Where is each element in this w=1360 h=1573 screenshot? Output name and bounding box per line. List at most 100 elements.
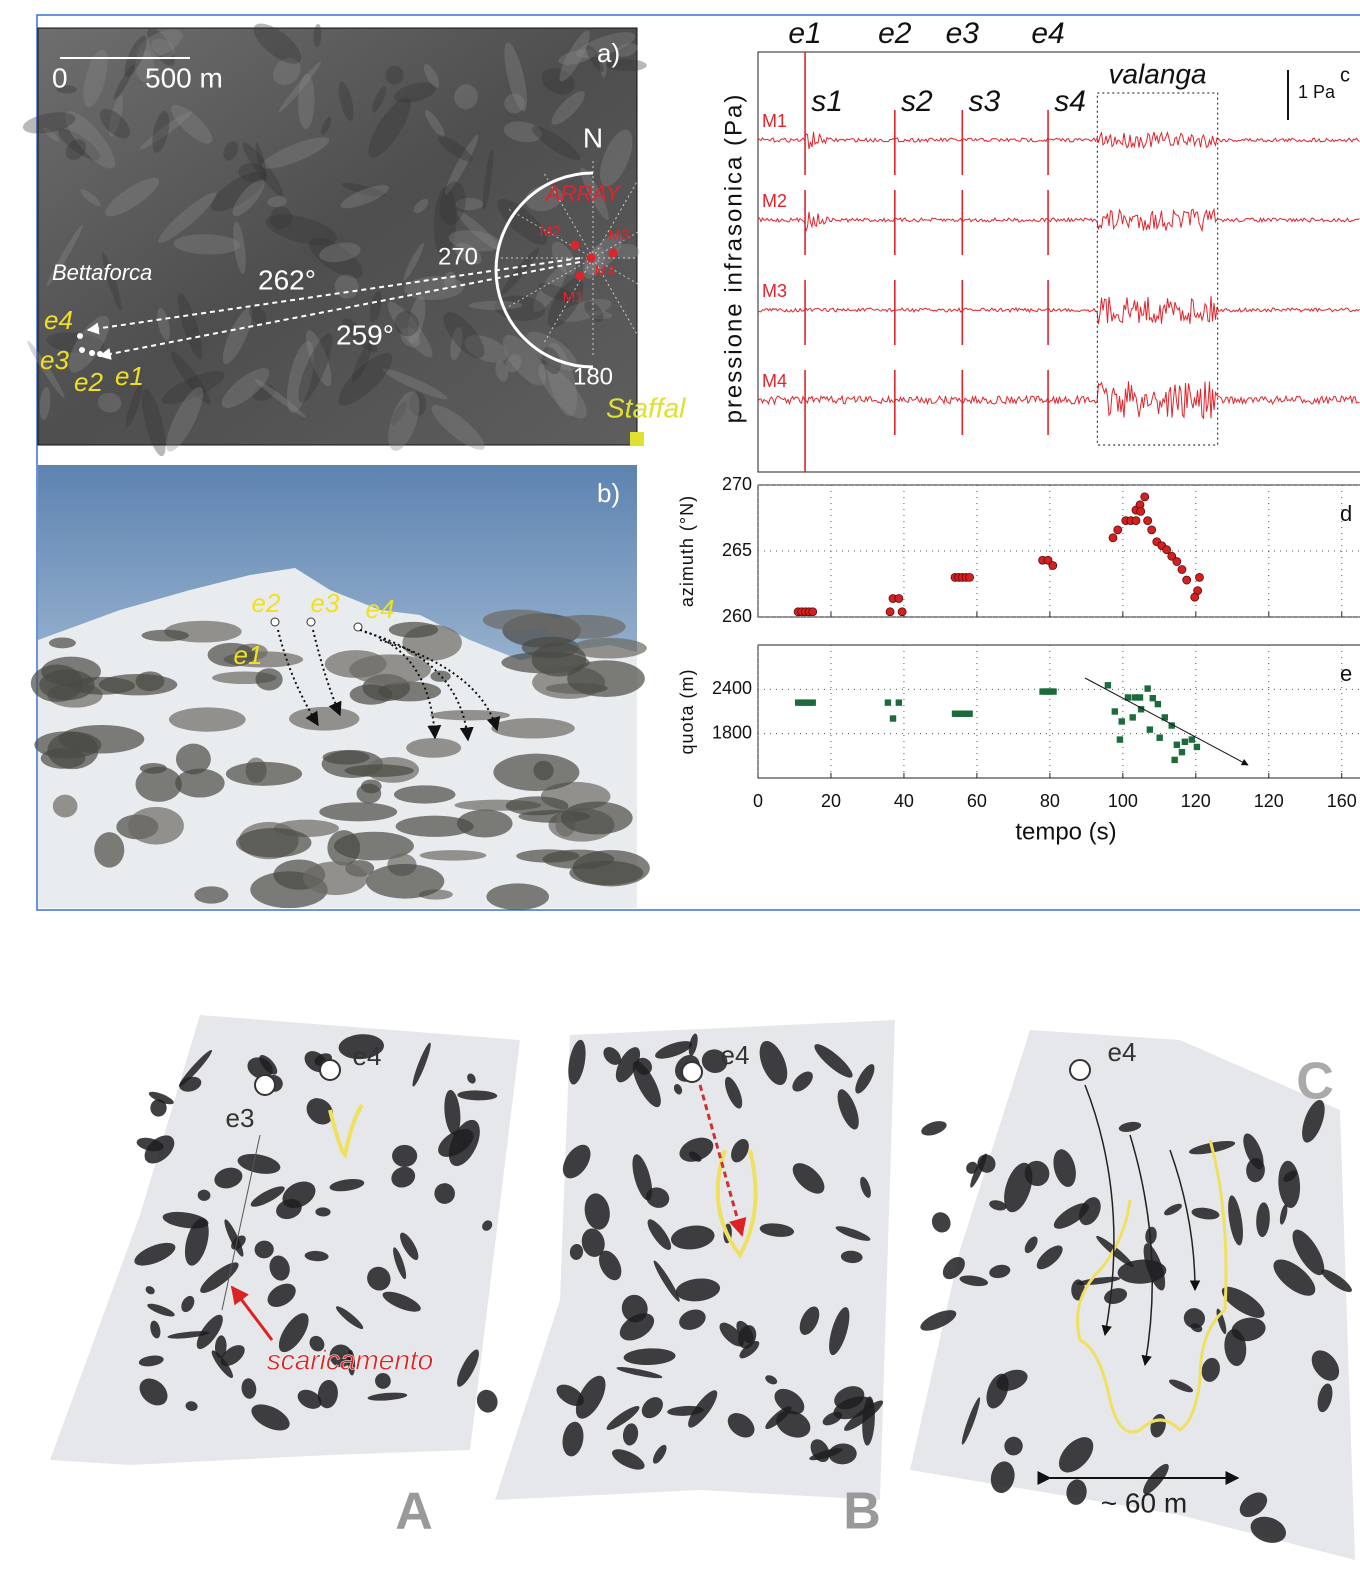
point (1173, 741, 1181, 748)
terrain (444, 134, 479, 195)
terrain (56, 85, 78, 94)
rock (138, 1355, 164, 1367)
rock (792, 1163, 825, 1194)
x-tick-label: 20 (821, 791, 841, 811)
rock (731, 1138, 749, 1163)
terrain (546, 342, 578, 417)
point (889, 715, 897, 722)
rock (392, 1144, 418, 1167)
rock (388, 621, 439, 638)
rock (220, 1345, 245, 1367)
rock (255, 668, 283, 691)
event-label: e1 (788, 17, 821, 50)
rock (673, 1084, 683, 1095)
point (1136, 694, 1144, 701)
point (1131, 694, 1139, 701)
rock (430, 710, 510, 721)
terrain (46, 224, 83, 287)
rock (568, 1039, 586, 1085)
label: e1 (234, 640, 263, 670)
sensor (608, 248, 618, 258)
trace (757, 381, 1360, 419)
rock (860, 1176, 871, 1198)
event-site (681, 1061, 703, 1083)
terrain (65, 111, 116, 169)
trace (757, 296, 1360, 324)
rock (1145, 1226, 1157, 1245)
rock (329, 1178, 365, 1192)
x-tick-label: 120 (1254, 791, 1284, 811)
x-tick-label: 40 (894, 791, 914, 811)
rock (942, 1256, 965, 1280)
rock (616, 1367, 663, 1379)
terrain (140, 111, 193, 150)
terrain (582, 245, 605, 279)
terrain (599, 50, 607, 78)
rock (148, 1091, 174, 1105)
rock (335, 1306, 364, 1330)
rock (612, 1449, 645, 1470)
point (1178, 748, 1186, 756)
rock (989, 1264, 1011, 1279)
terrain (495, 360, 509, 382)
terrain (615, 243, 640, 260)
rock (302, 861, 368, 896)
terrain (500, 247, 540, 296)
point (1118, 718, 1125, 725)
rock (701, 1049, 728, 1073)
terrain (533, 266, 567, 312)
rock (47, 731, 99, 770)
point (809, 699, 816, 706)
point (1137, 706, 1145, 713)
terrain (313, 23, 322, 48)
flow-arrow (1129, 1134, 1154, 1367)
rock (214, 1335, 227, 1359)
point (1181, 738, 1189, 745)
label: 259° (336, 319, 394, 350)
event-site (306, 617, 316, 627)
rock (136, 1137, 164, 1152)
terrain (551, 241, 577, 276)
rock (39, 669, 95, 701)
terrain (437, 135, 473, 162)
map-panel (22, 23, 693, 457)
terrain (433, 186, 457, 258)
rock (225, 761, 303, 786)
rock (168, 707, 246, 732)
rock (567, 660, 645, 697)
terrain (584, 301, 604, 322)
rock (765, 1405, 792, 1430)
release-zone (328, 1103, 364, 1160)
terrain (233, 221, 246, 274)
terrain (408, 391, 427, 416)
rock (961, 1397, 981, 1445)
trend-arrow (1084, 677, 1249, 766)
label: e4 (721, 1040, 750, 1070)
point (1172, 557, 1182, 566)
rock (367, 1266, 391, 1291)
rock (317, 1379, 338, 1409)
point (1162, 545, 1172, 555)
event-site (89, 350, 95, 356)
rock (599, 1250, 622, 1281)
rock (1066, 1479, 1087, 1505)
rock (393, 1247, 407, 1280)
terrain (372, 86, 387, 113)
rock (575, 1375, 606, 1419)
rock (147, 1303, 175, 1317)
point (884, 699, 892, 706)
label: e4 (366, 594, 395, 624)
terrain (448, 230, 502, 252)
point (1108, 533, 1118, 543)
rock (835, 1226, 871, 1241)
rock (476, 1389, 498, 1413)
release-zone (715, 1149, 758, 1259)
point (1167, 551, 1177, 561)
rock (855, 1064, 875, 1094)
rock (241, 1378, 257, 1399)
signal-label: s4 (1054, 85, 1086, 118)
sensor (575, 271, 585, 281)
rock (349, 684, 393, 705)
label: C (1296, 1053, 1334, 1111)
